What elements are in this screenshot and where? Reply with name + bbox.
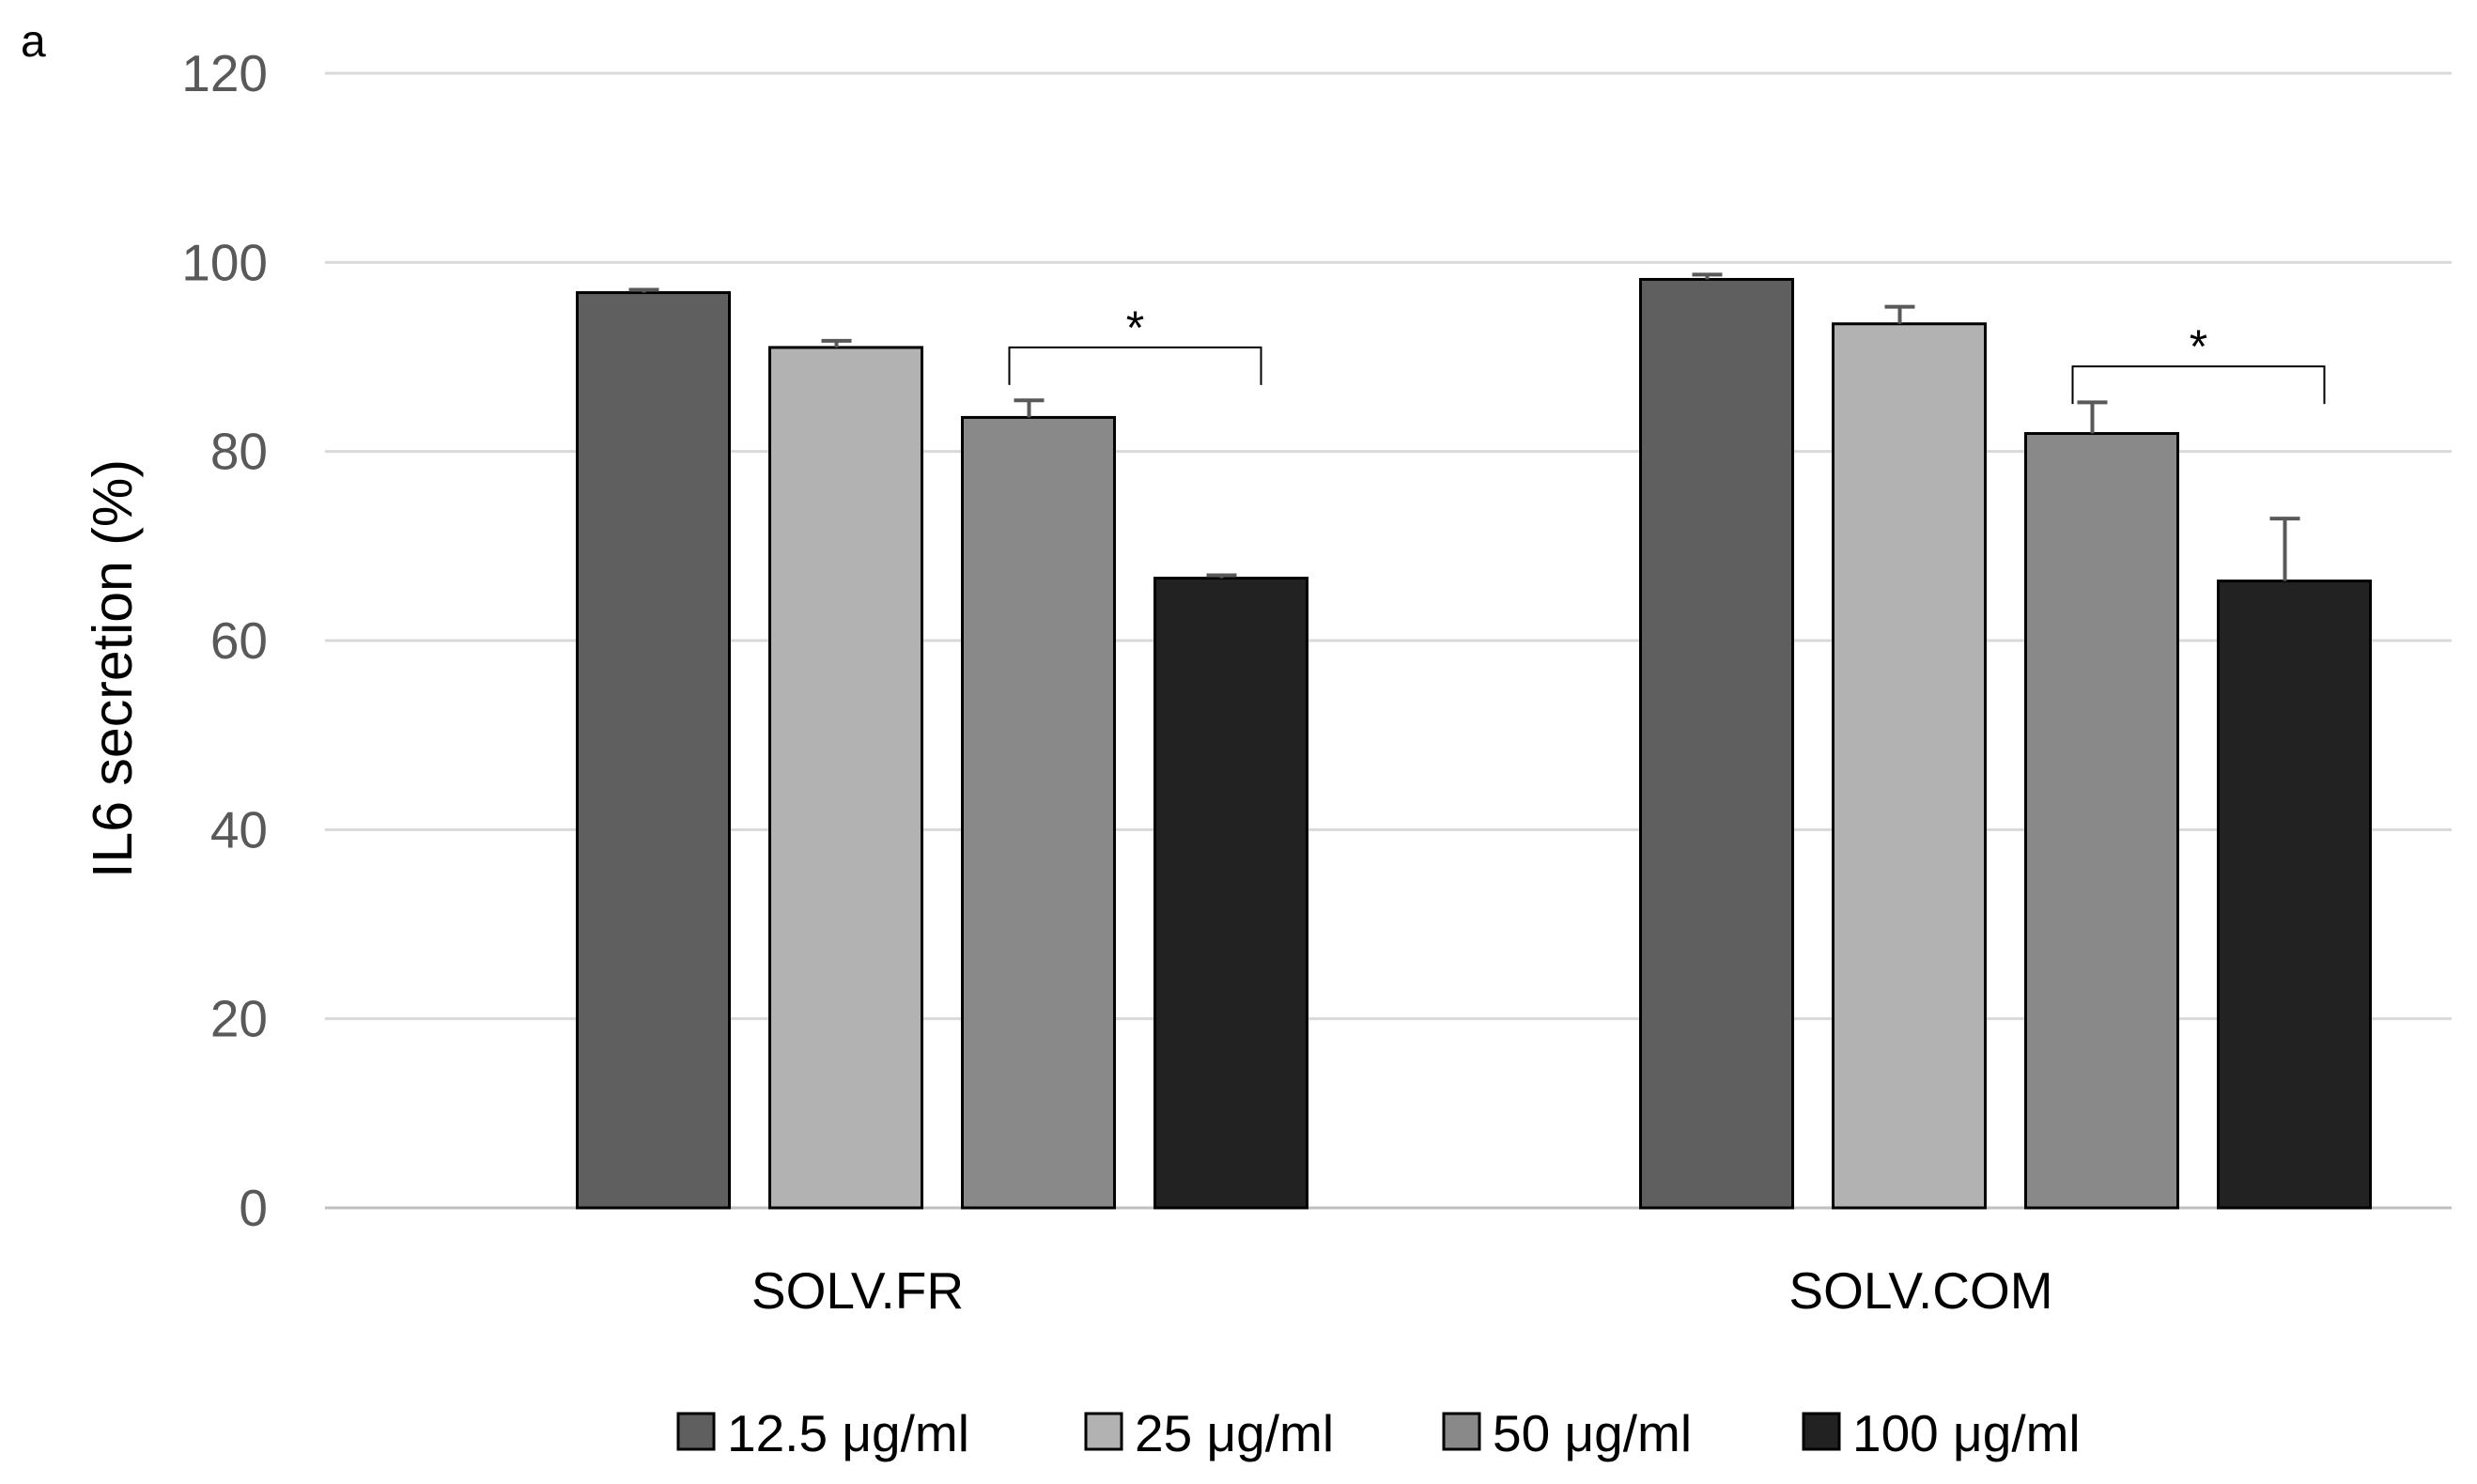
- bar: [1639, 277, 1794, 1210]
- legend-label: 50 μg/ml: [1493, 1404, 1692, 1462]
- y-tick-label: 60: [210, 611, 268, 670]
- legend-label: 25 μg/ml: [1135, 1404, 1334, 1462]
- significance-star: *: [2190, 320, 2207, 373]
- legend-swatch: [1442, 1412, 1481, 1451]
- panel-label: a: [21, 17, 46, 67]
- y-axis-title: IL6 secretion (%): [82, 459, 144, 878]
- legend-swatch: [1084, 1412, 1123, 1451]
- bar: [2217, 580, 2372, 1210]
- y-tick-label: 0: [239, 1179, 268, 1237]
- bar: [2024, 432, 2179, 1210]
- legend: 12.5 μg/ml 25 μg/ml 50 μg/ml 100 μg/ml: [676, 1404, 2081, 1462]
- legend-label: 12.5 μg/ml: [727, 1404, 969, 1462]
- y-tick-label: 80: [210, 423, 268, 481]
- x-axis-categories: SOLV.FR SOLV.COM: [751, 1261, 2053, 1320]
- legend-swatch: [1802, 1412, 1841, 1451]
- y-tick-label: 40: [210, 800, 268, 858]
- bar: [576, 291, 731, 1210]
- bar: [961, 415, 1116, 1210]
- bar: [1832, 322, 1987, 1210]
- error-bars: [628, 272, 2300, 581]
- legend-label: 100 μg/ml: [1852, 1404, 2081, 1462]
- legend-swatch: [676, 1412, 716, 1451]
- bar: [1153, 577, 1308, 1210]
- y-tick-label: 120: [181, 44, 268, 102]
- bar-series: [576, 277, 2372, 1210]
- significance-bracket: [1008, 346, 1262, 385]
- bar: [768, 346, 923, 1210]
- category-label: SOLV.COM: [1788, 1261, 2052, 1320]
- significance-star: *: [1126, 301, 1144, 354]
- y-tick-label: 20: [210, 990, 268, 1048]
- y-tick-label: 100: [181, 233, 268, 291]
- category-label: SOLV.FR: [751, 1261, 964, 1320]
- significance-bracket: [2071, 365, 2326, 405]
- y-axis-ticks: 0 20 40 60 80 100 120: [181, 44, 268, 1237]
- significance-annotations: * *: [1008, 301, 2326, 405]
